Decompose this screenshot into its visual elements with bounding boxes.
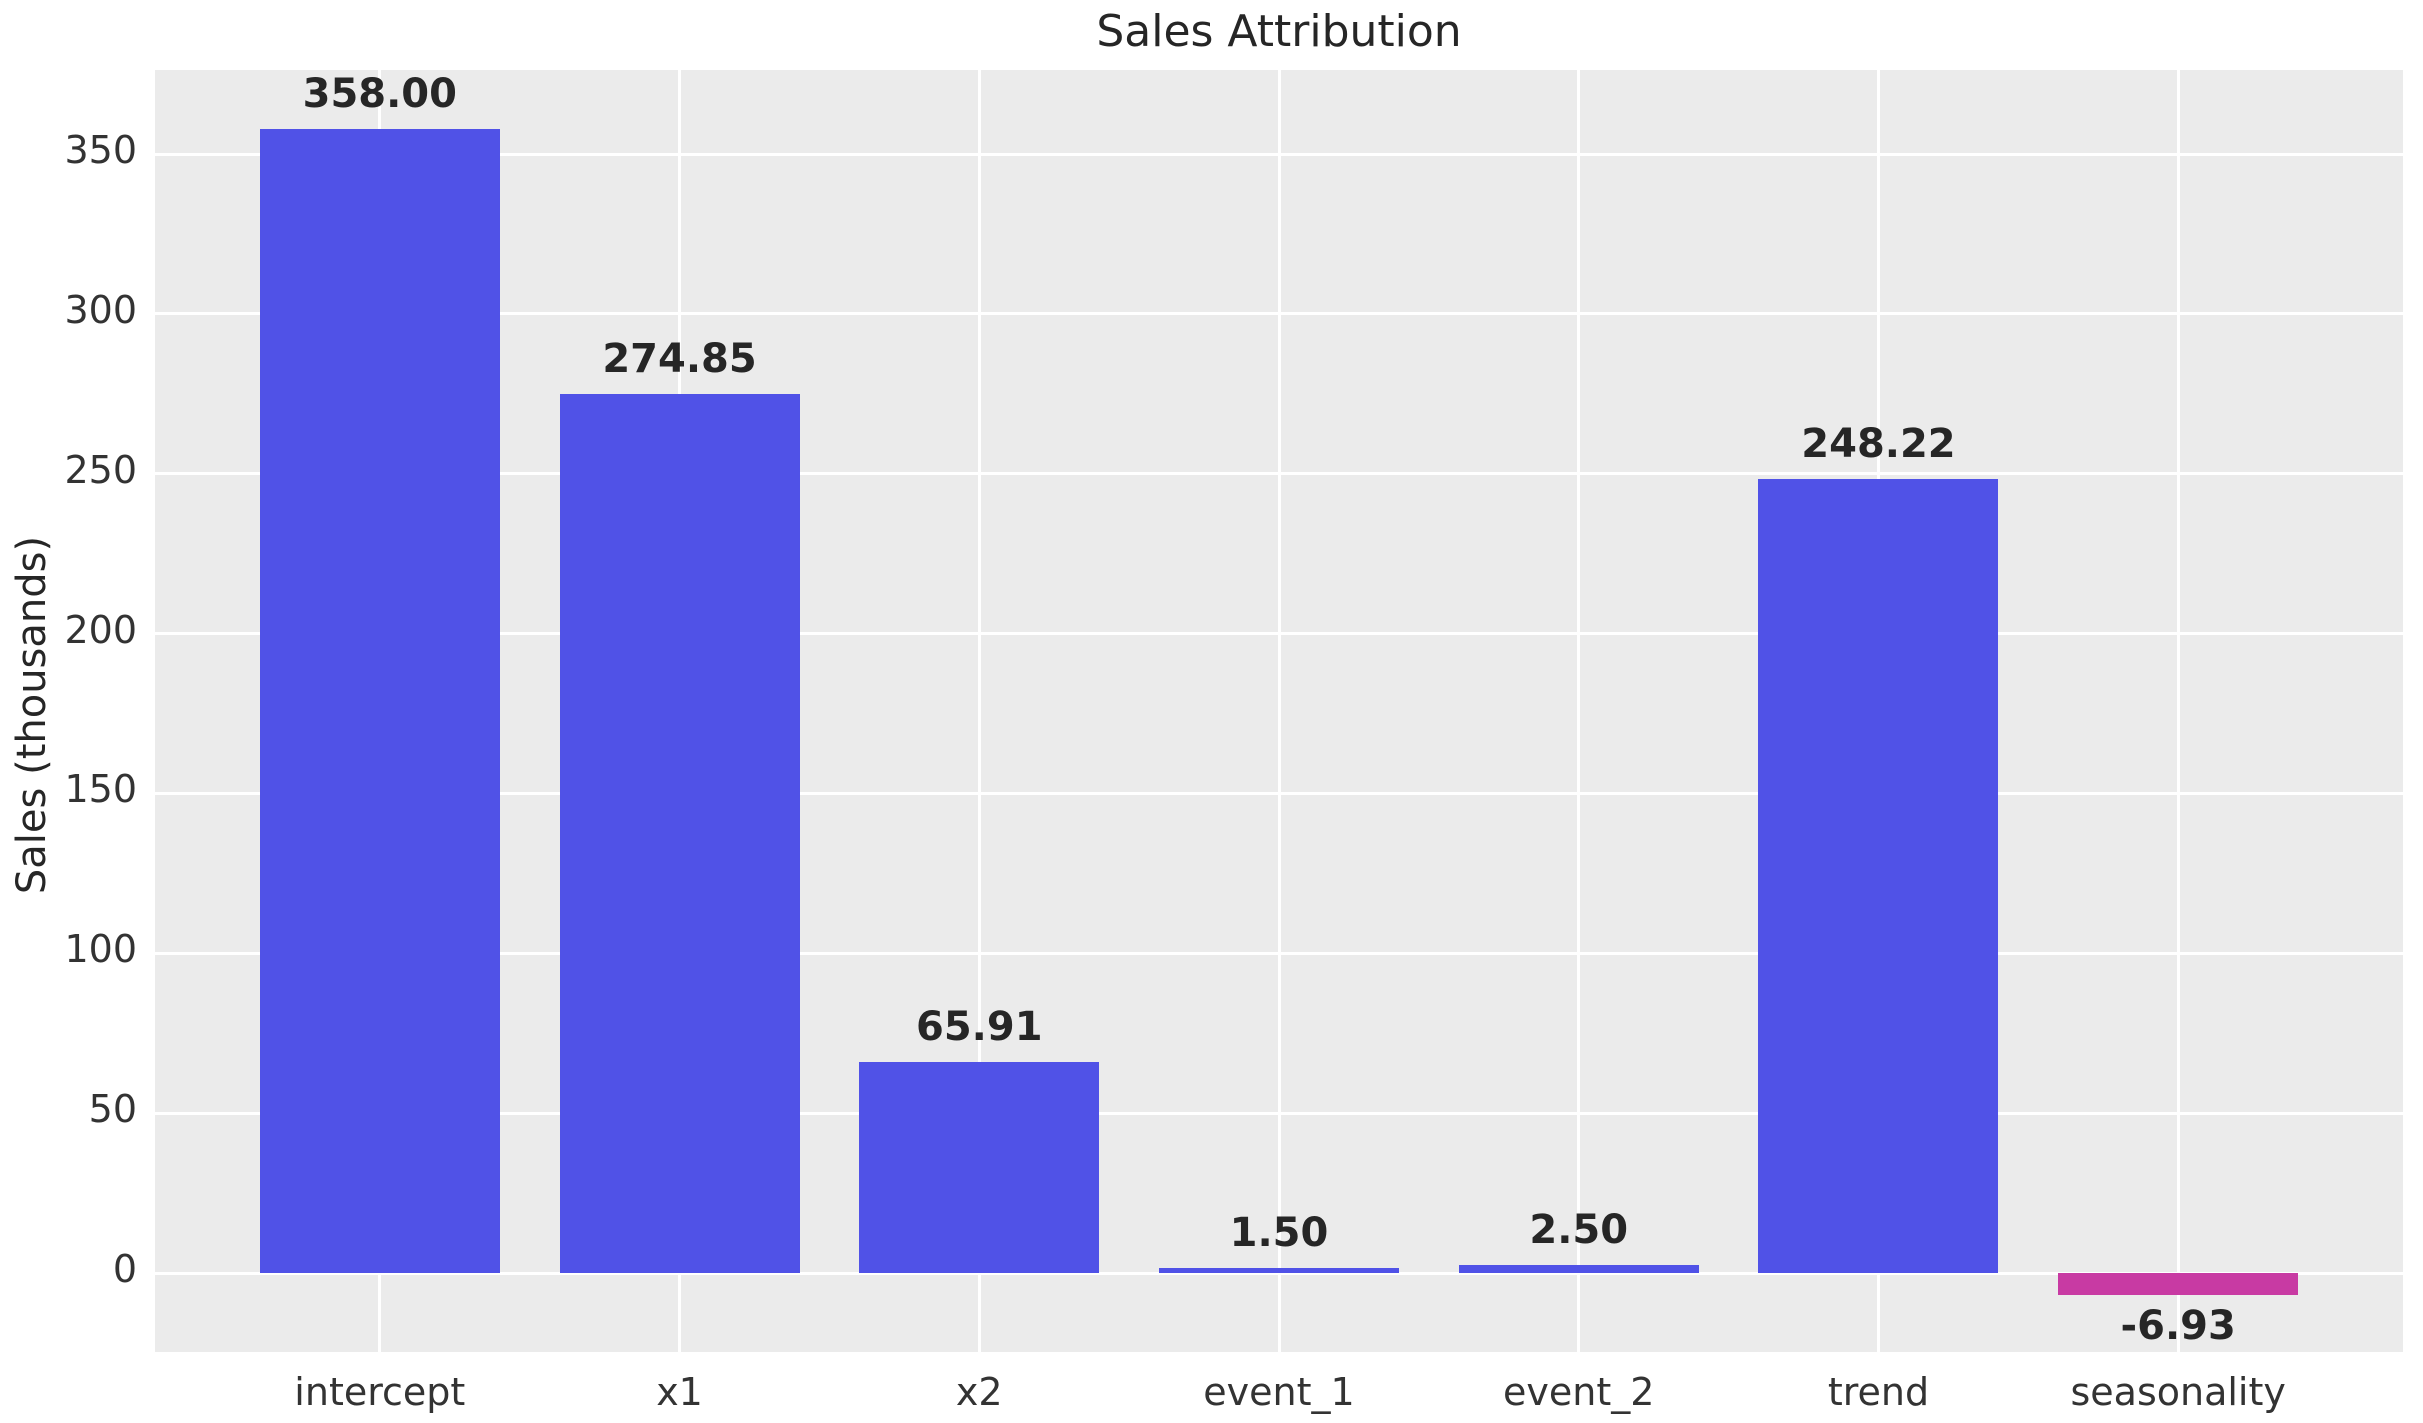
chart-title: Sales Attribution [1096,6,1462,57]
v-gridline [1577,70,1581,1352]
bar-value-label: 2.50 [1529,1207,1629,1254]
v-gridline [2176,70,2180,1352]
y-axis-label: Sales (thousands) [9,535,55,895]
bar-intercept [259,128,500,1274]
y-tick-label: 0 [112,1247,137,1292]
bar-value-label: 274.85 [602,336,757,383]
plot-area [155,70,2403,1352]
x-tick-label: event_1 [1203,1370,1355,1414]
v-gridline [1277,70,1281,1352]
x-tick-label: x2 [955,1370,1003,1414]
bar-x2 [859,1062,1100,1274]
y-tick-label: 250 [64,447,137,492]
y-tick-label: 150 [64,767,137,812]
bar-value-label: 1.50 [1229,1210,1329,1257]
x-tick-label: seasonality [2070,1370,2286,1414]
x-tick-label: x1 [656,1370,703,1414]
x-tick-label: event_2 [1503,1370,1655,1414]
x-tick-label: intercept [294,1370,466,1414]
y-tick-label: 350 [64,128,137,173]
bar-value-label: 65.91 [916,1004,1043,1051]
y-tick-label: 100 [64,927,137,972]
bar-x1 [559,394,800,1274]
y-tick-label: 50 [88,1087,137,1132]
y-tick-label: 200 [64,607,137,652]
x-tick-label: trend [1827,1370,1930,1414]
bar-seasonality [2058,1273,2299,1296]
bar-value-label: -6.93 [2120,1303,2236,1350]
bar-value-label: 358.00 [302,70,457,117]
bar-event_2 [1458,1265,1699,1274]
v-gridline [977,70,981,1352]
bar-trend [1758,479,1999,1274]
y-tick-label: 300 [64,287,137,332]
bar-event_1 [1159,1268,1399,1274]
bar-value-label: 248.22 [1801,421,1956,468]
